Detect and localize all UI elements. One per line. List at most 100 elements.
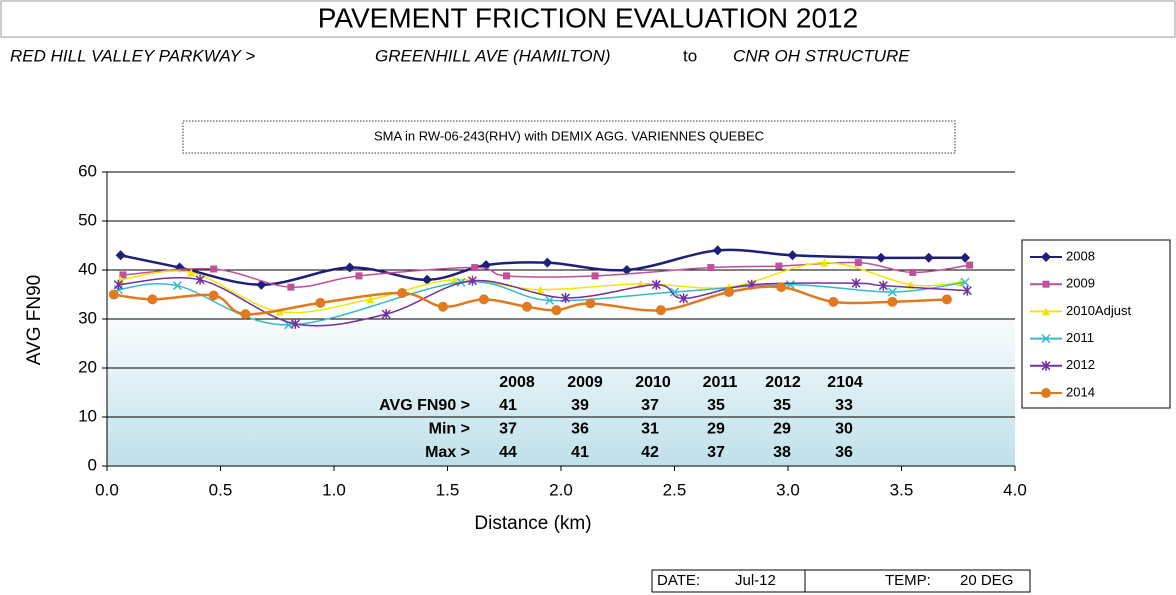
y-tick-label: 0: [88, 455, 97, 474]
marker: [923, 252, 934, 263]
legend-label: 2009: [1066, 276, 1095, 291]
marker: [147, 294, 158, 305]
y-tick-label: 10: [78, 406, 97, 425]
marker: [561, 292, 571, 303]
chart-title: SMA in RW-06-243(RHV) with DEMIX AGG. VA…: [374, 128, 764, 143]
marker: [119, 271, 127, 279]
table-column: 2009: [567, 374, 603, 391]
marker: [851, 278, 861, 289]
table-cell: 42: [641, 444, 659, 461]
temp: 20 DEG: [960, 572, 1013, 589]
marker: [287, 283, 295, 291]
marker: [315, 297, 326, 308]
legend-label: 2012: [1066, 357, 1095, 372]
marker: [876, 252, 887, 263]
marker: [478, 294, 489, 305]
marker: [344, 262, 355, 273]
footer-box: [651, 569, 1031, 593]
marker: [521, 301, 532, 312]
marker: [186, 268, 195, 277]
table-cell: 29: [707, 421, 725, 438]
x-tick-label: 4.0: [1003, 480, 1027, 499]
legend-box: [1021, 239, 1171, 409]
date-label: DATE:: [657, 572, 700, 589]
marker: [195, 274, 205, 285]
marker: [651, 279, 661, 290]
marker: [828, 296, 839, 307]
to: CNR OH STRUCTURE: [733, 46, 910, 65]
table-column: 2008: [499, 374, 535, 391]
marker: [210, 265, 218, 273]
marker: [208, 290, 219, 301]
table-cell: 44: [499, 444, 517, 461]
from: GREENHILL AVE (HAMILTON): [375, 46, 611, 65]
x-tick-label: 0.5: [209, 480, 233, 499]
marker: [1041, 252, 1051, 262]
marker: [381, 309, 391, 320]
marker: [655, 305, 666, 316]
legend-label: 2010Adjust: [1066, 303, 1131, 318]
y-tick-label: 20: [78, 357, 97, 376]
x-tick-label: 1.5: [436, 480, 460, 499]
marker: [585, 298, 596, 309]
table-cell: 39: [571, 397, 589, 414]
marker: [1041, 360, 1051, 371]
x-tick-label: 0.0: [95, 480, 119, 499]
marker: [591, 272, 599, 280]
marker: [471, 264, 479, 272]
marker: [621, 265, 632, 275]
legend-label: 2014: [1066, 384, 1095, 399]
page-title: PAVEMENT FRICTION EVALUATION 2012: [318, 2, 858, 33]
marker: [290, 318, 300, 329]
x-tick-label: 3.5: [890, 480, 914, 499]
table-cell: 37: [707, 444, 725, 461]
marker: [787, 250, 798, 261]
temp-label: TEMP:: [885, 572, 931, 589]
marker: [551, 305, 562, 316]
x-tick-label: 2.5: [663, 480, 687, 499]
marker: [545, 295, 555, 305]
table-cell: 30: [835, 421, 853, 438]
legend-label: 2008: [1066, 248, 1095, 263]
y-axis-label: AVG FN90: [24, 275, 45, 365]
y-tick-label: 30: [78, 308, 97, 327]
table-cell: 37: [641, 397, 659, 414]
marker: [775, 262, 783, 270]
table-cell: 35: [707, 397, 725, 414]
date: Jul-12: [735, 572, 776, 589]
table-column: 2010: [635, 374, 671, 391]
table-cell: 37: [499, 421, 517, 438]
marker: [275, 307, 284, 316]
marker: [397, 288, 408, 299]
marker: [1042, 307, 1050, 316]
marker: [960, 252, 971, 263]
table-cell: 33: [835, 397, 853, 414]
table-cell: 36: [835, 444, 853, 461]
legend-label: 2011: [1066, 330, 1094, 345]
marker: [712, 245, 723, 256]
marker: [437, 301, 448, 312]
marker: [115, 250, 126, 261]
table-row-label: AVG FN90 >: [379, 397, 470, 414]
table-row-label: Min >: [429, 421, 470, 438]
marker: [887, 287, 897, 297]
marker: [366, 295, 375, 304]
marker: [776, 282, 787, 293]
chart-title-box: [182, 120, 956, 154]
marker: [707, 264, 715, 272]
marker: [962, 285, 972, 296]
marker: [820, 258, 829, 267]
marker: [679, 293, 689, 304]
table-row-label: Max >: [425, 444, 470, 461]
table-cell: 29: [773, 421, 791, 438]
table-cell: 35: [773, 397, 791, 414]
marker: [723, 287, 734, 298]
marker: [108, 289, 119, 300]
marker: [1041, 334, 1051, 344]
header-box: [0, 0, 1176, 38]
marker: [422, 274, 433, 285]
marker: [966, 261, 974, 269]
marker: [450, 275, 459, 284]
table-cell: 41: [499, 397, 517, 414]
y-tick-label: 60: [78, 161, 97, 180]
